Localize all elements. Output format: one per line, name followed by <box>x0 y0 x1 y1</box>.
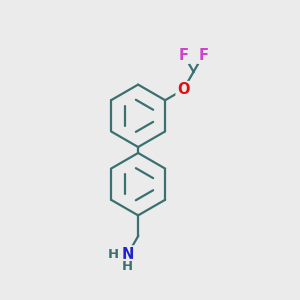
Text: H: H <box>122 260 133 273</box>
Text: H: H <box>108 248 119 261</box>
Text: O: O <box>177 82 189 97</box>
Text: N: N <box>122 247 134 262</box>
Text: F: F <box>198 48 208 63</box>
Text: F: F <box>179 48 189 63</box>
